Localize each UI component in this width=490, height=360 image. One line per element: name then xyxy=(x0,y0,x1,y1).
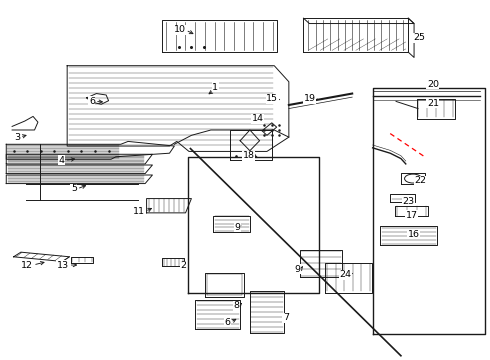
Text: 18: 18 xyxy=(243,151,255,160)
Text: 6: 6 xyxy=(89,97,95,106)
Text: 5: 5 xyxy=(71,184,77,193)
Text: 20: 20 xyxy=(427,80,439,89)
Text: 16: 16 xyxy=(407,230,419,239)
Text: 17: 17 xyxy=(406,211,418,220)
Text: 23: 23 xyxy=(402,197,415,206)
Text: 12: 12 xyxy=(21,261,33,270)
Text: 7: 7 xyxy=(283,313,289,322)
Text: 22: 22 xyxy=(414,176,426,185)
Text: 9: 9 xyxy=(234,222,240,231)
Text: 13: 13 xyxy=(56,261,69,270)
Text: 2: 2 xyxy=(180,261,187,270)
Text: 25: 25 xyxy=(413,33,425,42)
Text: 14: 14 xyxy=(251,114,264,123)
Text: 8: 8 xyxy=(233,301,239,310)
Text: 19: 19 xyxy=(304,94,316,103)
Text: 21: 21 xyxy=(427,99,439,108)
Text: 10: 10 xyxy=(173,26,186,35)
Text: 3: 3 xyxy=(14,132,20,141)
Text: 15: 15 xyxy=(266,94,278,103)
Text: 1: 1 xyxy=(212,83,218,92)
Text: 6: 6 xyxy=(224,318,230,327)
Text: 24: 24 xyxy=(339,270,351,279)
Text: 4: 4 xyxy=(59,156,65,165)
Text: 11: 11 xyxy=(133,207,145,216)
Text: 9: 9 xyxy=(294,265,300,274)
